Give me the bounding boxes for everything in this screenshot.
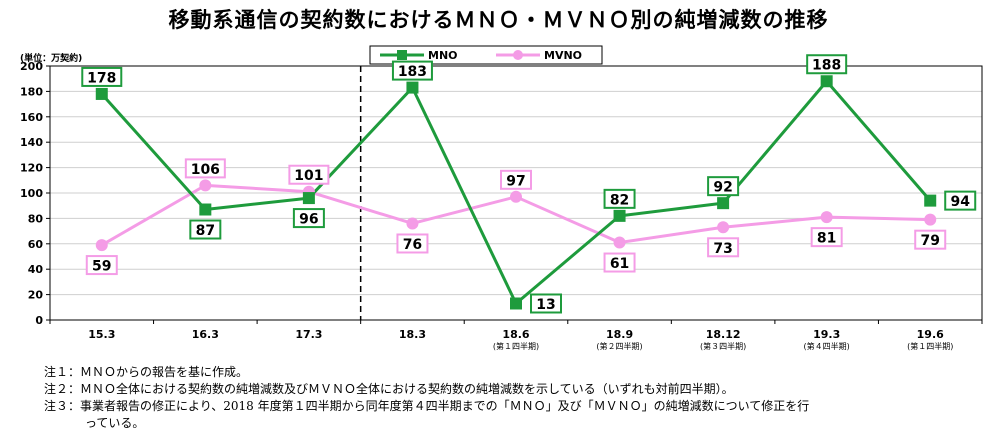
x-tick-label-3: 18.3	[399, 328, 426, 341]
data-label-mno-4: 13	[536, 297, 555, 313]
x-tick-label-2: 17.3	[295, 328, 322, 341]
data-label-mno-2: 96	[299, 212, 318, 228]
data-label-mvno-2-box	[288, 164, 330, 185]
point-mvno-6	[717, 221, 730, 234]
data-label-mvno-7-box	[810, 227, 843, 248]
notes: 注１：ＭＮＯからの報告を基に作成。 注２：ＭＮＯ全体における契約数の純増減数及び…	[44, 364, 809, 432]
data-label-mno-5: 82	[610, 192, 629, 208]
x-tick-label-4: 18.6	[502, 328, 529, 341]
data-label-mno-8-box	[944, 190, 977, 211]
data-label-mvno-4: 97	[506, 173, 525, 189]
point-mno-2	[302, 192, 315, 205]
point-mno-5	[613, 209, 626, 222]
x-tick-label-7: 19.3	[813, 328, 840, 341]
point-mvno-8	[924, 213, 937, 226]
legend-label-mvno: MVNO	[544, 49, 582, 62]
x-tick-label-5: 18.9	[606, 328, 633, 341]
data-label-mvno-1-box	[184, 158, 226, 179]
x-tick-sublabel-4: (第１四半期)	[493, 341, 539, 351]
line-chart: 0 20 40 60 80 100 120 140 160 180 200 15.3 16.3 17.3 1…	[20, 45, 983, 351]
legend-marker-mvno	[513, 50, 523, 60]
x-tick-label-1: 16.3	[192, 328, 219, 341]
legend-marker-mno	[397, 50, 407, 60]
data-label-mvno-2: 101	[294, 168, 323, 184]
point-mno-7	[820, 75, 833, 88]
x-tick-sublabel-8: (第１四半期)	[907, 341, 953, 351]
chart-title: 移動系通信の契約数におけるＭＮＯ・ＭＶＮＯ別の純増減数の推移	[168, 8, 829, 32]
x-tick-sublabel-5: (第２四半期)	[596, 341, 642, 351]
data-label-mvno-7: 81	[817, 231, 836, 247]
note-2: 注２：ＭＮＯ全体における契約数の純増減数及びＭＶＮＯ全体における契約数の純増減数…	[44, 382, 734, 396]
x-tick-sublabel-7: (第４四半期)	[804, 341, 850, 351]
point-mvno-0	[95, 239, 108, 252]
data-label-mvno-3-box	[396, 233, 429, 254]
data-label-mno-0-box	[81, 66, 123, 87]
y-tick-label-180: 180	[20, 85, 43, 98]
point-mvno-3	[406, 217, 419, 230]
legend-box	[369, 45, 603, 65]
y-tick-label-0: 0	[35, 314, 43, 327]
y-tick-label-140: 140	[20, 136, 43, 149]
data-label-mvno-3: 76	[403, 237, 422, 253]
data-label-mno-0: 178	[87, 70, 116, 86]
data-label-mvno-6-box	[707, 237, 740, 258]
data-label-mno-3: 183	[398, 64, 427, 80]
y-tick-label-60: 60	[28, 238, 44, 251]
data-label-mno-6: 92	[713, 180, 732, 196]
point-mvno-7	[820, 211, 833, 224]
plot-area	[49, 65, 983, 321]
note-3: 注３：事業者報告の修正により、2018 年度第１四半期から同年度第４四半期までの…	[44, 399, 810, 413]
y-tick-label-100: 100	[20, 187, 43, 200]
x-tick-label-6: 18.12	[706, 328, 741, 341]
point-mno-4	[510, 297, 522, 310]
data-label-mvno-1: 106	[191, 162, 220, 178]
point-mno-6	[717, 197, 730, 210]
data-label-mno-7: 188	[812, 58, 841, 74]
y-tick-label-120: 120	[20, 162, 43, 175]
point-mno-3	[406, 81, 419, 94]
y-tick-label-40: 40	[28, 263, 44, 276]
x-tick-sublabel-6: (第３四半期)	[700, 341, 746, 351]
data-label-mno-4-box	[530, 293, 562, 314]
unit-label: (単位：万契約)	[20, 54, 83, 64]
data-label-mvno-5: 61	[610, 256, 629, 272]
y-tick-label-20: 20	[28, 289, 44, 302]
y-tick-label-80: 80	[28, 212, 44, 225]
data-label-mno-8: 94	[950, 194, 970, 210]
data-label-mvno-4-box	[500, 169, 532, 190]
data-label-mvno-5-box	[603, 252, 636, 273]
data-label-mvno-8-box	[914, 229, 947, 250]
data-label-mvno-8: 79	[920, 233, 939, 249]
data-label-mvno-6: 73	[713, 241, 732, 257]
point-mvno-1	[199, 179, 212, 192]
note-3-continued: っている。	[85, 416, 145, 430]
note-1: 注１：ＭＮＯからの報告を基に作成。	[44, 365, 249, 379]
data-label-mvno-0-box	[85, 255, 118, 276]
data-label-mno-6-box	[707, 176, 740, 197]
data-label-mno-5-box	[603, 188, 636, 209]
data-label-mvno-0: 59	[92, 259, 111, 275]
y-tick-label-200: 200	[20, 60, 43, 73]
y-tick-label-160: 160	[20, 111, 43, 124]
data-label-mno-3-box	[391, 60, 433, 81]
data-label-mno-2-box	[292, 208, 325, 229]
x-tick-label-8: 19.6	[917, 328, 944, 341]
point-mvno-5	[613, 236, 626, 249]
data-label-mno-7-box	[806, 54, 848, 75]
legend-label-mno: MNO	[428, 49, 458, 62]
data-label-mno-1-box	[189, 219, 222, 240]
point-mno-0	[95, 87, 108, 100]
point-mno-1	[199, 203, 212, 216]
x-tick-label-0: 15.3	[88, 328, 115, 341]
point-mvno-4	[510, 190, 522, 203]
point-mno-8	[924, 194, 937, 207]
data-label-mno-1: 87	[196, 223, 215, 239]
